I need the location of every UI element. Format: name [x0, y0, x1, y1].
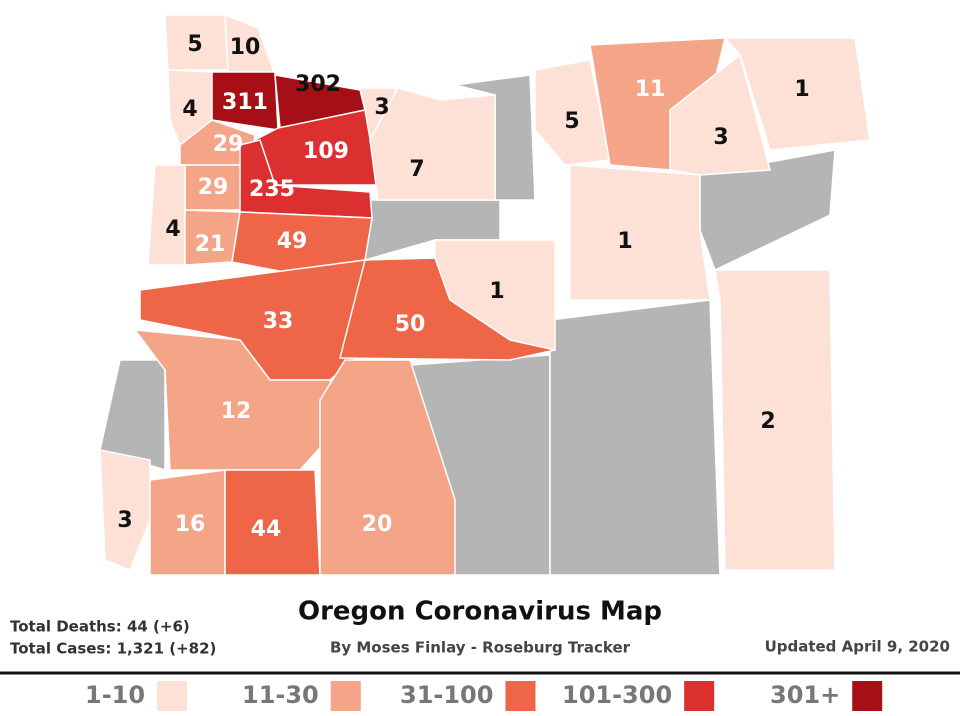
- case-count: 109: [303, 139, 349, 164]
- case-count: 235: [249, 177, 295, 202]
- legend-swatch: [157, 681, 188, 711]
- case-count: 49: [277, 229, 308, 254]
- case-count: 1: [489, 279, 504, 304]
- case-count: 1: [617, 229, 632, 254]
- case-count: 302: [295, 72, 341, 97]
- case-count: 7: [409, 157, 424, 182]
- case-count: 11: [635, 77, 666, 102]
- county: [99, 449, 151, 571]
- county: [534, 59, 611, 166]
- legend-label: 101-300: [562, 681, 672, 709]
- case-count: 4: [165, 217, 180, 242]
- legend-label: 1-10: [85, 681, 145, 709]
- subtitle: By Moses Finlay - Roseburg Tracker: [330, 639, 631, 657]
- case-count: 44: [251, 517, 282, 542]
- no-data-counties: [99, 74, 836, 576]
- title: Oregon Coronavirus Map: [298, 597, 662, 627]
- stat: Total Cases: 1,321 (+82): [10, 640, 216, 658]
- county: [339, 257, 556, 361]
- county: [714, 269, 836, 571]
- case-count: 20: [362, 512, 393, 537]
- county: [319, 359, 456, 576]
- case-count: 5: [187, 32, 202, 57]
- case-count: 3: [117, 508, 132, 533]
- case-count: 50: [395, 312, 426, 337]
- case-count: 3: [374, 95, 389, 120]
- legend: 1-10 11-30 31-100 101-300 301+: [85, 681, 883, 711]
- county: [569, 164, 711, 301]
- case-count: 311: [222, 90, 268, 115]
- case-count: 10: [230, 35, 261, 60]
- legend-label: 301+: [770, 681, 840, 709]
- legend-label: 11-30: [242, 681, 319, 709]
- case-count: 21: [195, 232, 226, 257]
- case-count: 2: [760, 409, 775, 434]
- stat: Total Deaths: 44 (+6): [10, 618, 190, 636]
- case-count: 4: [182, 97, 197, 122]
- legend-swatch: [684, 681, 715, 711]
- county: [723, 37, 871, 151]
- legend-swatch: [505, 681, 536, 711]
- updated: Updated April 9, 2020: [765, 638, 950, 656]
- counties: [99, 13, 871, 576]
- case-count: 3: [713, 125, 728, 150]
- case-count: 29: [198, 175, 229, 200]
- case-count: 29: [213, 132, 244, 157]
- legend-swatch: [852, 681, 883, 711]
- legend-label: 31-100: [400, 681, 493, 709]
- case-count: 16: [175, 512, 206, 537]
- county: [549, 299, 721, 576]
- county: [254, 109, 379, 186]
- county: [369, 87, 496, 201]
- county: [147, 164, 186, 266]
- case-count: 1: [794, 77, 809, 102]
- case-count: 33: [263, 309, 294, 334]
- case-count: 12: [221, 399, 252, 424]
- legend-swatch: [330, 681, 361, 711]
- case-count: 5: [564, 109, 579, 134]
- county: [99, 359, 166, 472]
- county: [669, 53, 771, 176]
